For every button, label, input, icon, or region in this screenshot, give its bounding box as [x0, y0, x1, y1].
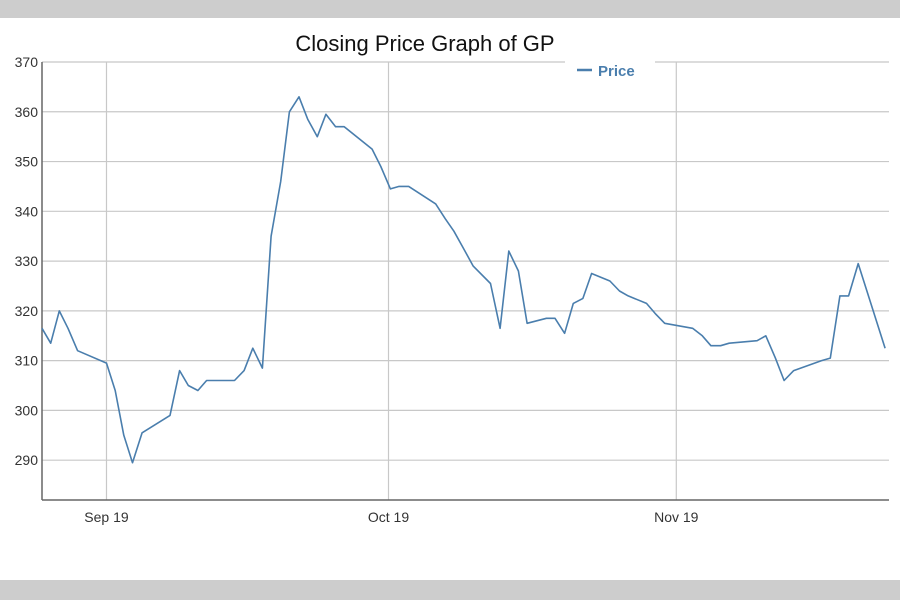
x-tick-label-1: Oct 19	[368, 509, 409, 525]
y-tick-label-330: 330	[15, 253, 39, 269]
y-tick-label-370: 370	[15, 54, 39, 70]
x-tick-labels: Sep 19 Oct 19 Nov 19	[84, 509, 698, 525]
y-tick-labels: 290 300 310 320 330 340 350 360 370	[15, 54, 39, 468]
x-tick-label-0: Sep 19	[84, 509, 129, 525]
series-line-0	[41, 96, 886, 464]
y-tick-label-300: 300	[15, 402, 39, 418]
bottom-band	[0, 580, 900, 600]
chart-title: Closing Price Graph of GP	[295, 31, 554, 56]
horizontal-gridlines	[42, 61, 889, 461]
y-tick-label-320: 320	[15, 303, 39, 319]
legend-label-0: Price	[598, 63, 635, 80]
x-tick-label-2: Nov 19	[654, 509, 699, 525]
top-band	[0, 0, 900, 18]
y-tick-label-360: 360	[15, 104, 39, 120]
series-layer	[41, 96, 886, 464]
vertical-gridlines	[105, 62, 677, 500]
axes	[41, 62, 889, 501]
y-tick-label-340: 340	[15, 203, 39, 219]
y-tick-label-350: 350	[15, 154, 39, 170]
y-tick-label-290: 290	[15, 452, 39, 468]
y-tick-label-310: 310	[15, 353, 39, 369]
legend: Price	[565, 58, 655, 84]
